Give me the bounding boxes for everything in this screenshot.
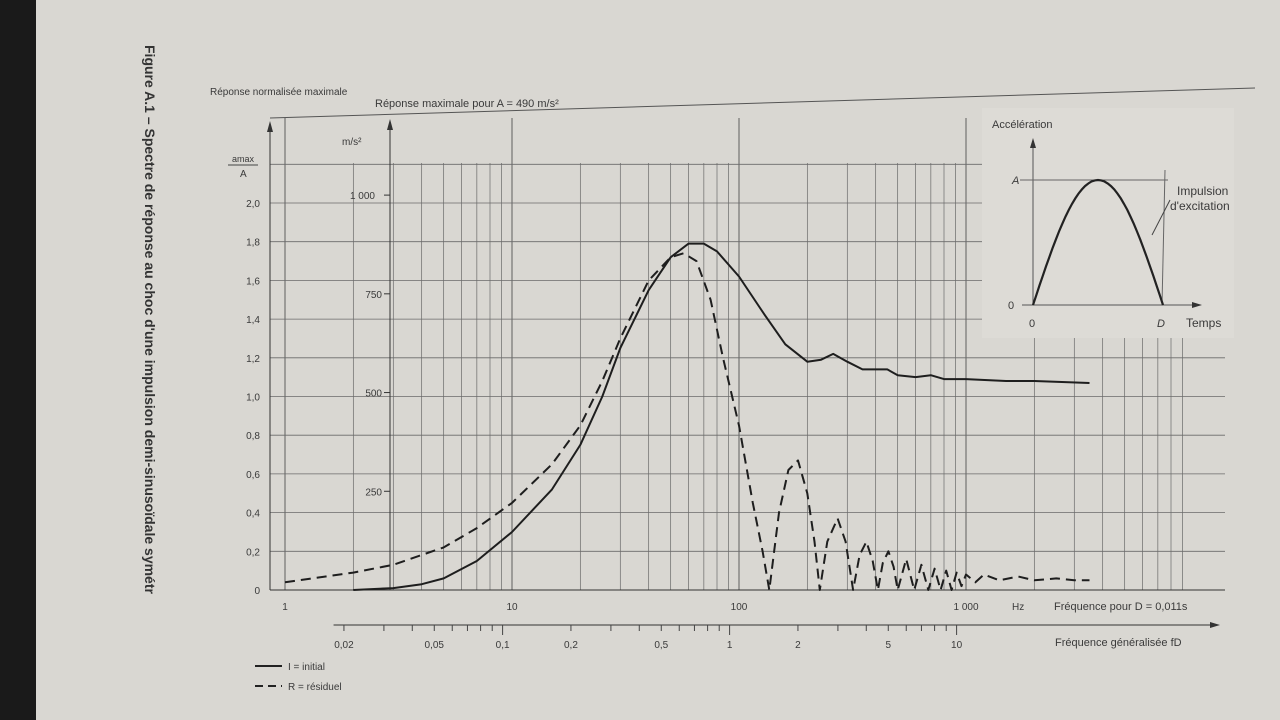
y-label-numerator: amax: [232, 154, 255, 164]
inset-annotation-leader: [1151, 199, 1171, 236]
y2-tick-label: 750: [365, 290, 382, 301]
legend-residual: R = résiduel: [288, 682, 342, 693]
left-axis-title: Réponse normalisée maximale: [210, 87, 348, 98]
x2-tick-label: 0,2: [564, 640, 578, 651]
inset-half-sine-pulse: [1031, 178, 1165, 306]
x-axis-title: Fréquence pour D = 0,011s: [1054, 601, 1188, 613]
y-tick-label: 0: [254, 586, 260, 597]
y-tick-label: 0,4: [246, 509, 260, 520]
y-label-denominator: A: [240, 169, 247, 180]
y-tick-label: 1,8: [246, 238, 260, 249]
x2-tick-label: 0,5: [654, 640, 668, 651]
axes: 00,20,40,60,81,01,21,41,61,82,0250500750…: [246, 119, 1225, 651]
initial-response-curve: [353, 242, 1090, 591]
x2-tick-label: 2: [795, 640, 801, 651]
inset-peak-label: A: [1011, 175, 1019, 187]
inset-y-arrow-icon: [1030, 138, 1036, 148]
curves: [284, 242, 1090, 591]
y-tick-label: 1,0: [246, 393, 260, 404]
y2-unit: m/s²: [342, 137, 362, 148]
inset-annotation-2: d'excitation: [1170, 199, 1230, 213]
y2-tick-label: 500: [365, 389, 382, 400]
inset-y-zero: 0: [1008, 300, 1014, 312]
y-axis-arrow-icon: [267, 121, 273, 132]
legend: I = initial R = résiduel: [255, 662, 342, 693]
y-tick-label: 1,2: [246, 354, 260, 365]
x2-tick-label: 0,05: [425, 640, 445, 651]
x2-tick-label: 1: [727, 640, 733, 651]
x-tick-label: 1: [282, 602, 288, 613]
x2-axis-title: Fréquence généralisée fD: [1055, 637, 1182, 649]
residual-response-curve: [284, 252, 1090, 591]
y-tick-label: 1,6: [246, 276, 260, 287]
x2-tick-label: 0,1: [496, 640, 510, 651]
x-tick-label: 1 000: [953, 602, 978, 613]
y-tick-label: 2,0: [246, 199, 260, 210]
y-tick-label: 0,2: [246, 547, 260, 558]
y2-tick-label: 250: [365, 487, 382, 498]
right-axis-title: Réponse maximale pour A = 490 m/s²: [375, 98, 559, 110]
y-tick-label: 1,4: [246, 315, 260, 326]
inset-x-arrow-icon: [1192, 302, 1202, 308]
y-tick-label: 0,6: [246, 470, 260, 481]
x-tick-label: 10: [506, 602, 518, 613]
y-tick-label: 0,8: [246, 431, 260, 442]
inset-annotation-1: Impulsion: [1177, 184, 1228, 198]
x2-tick-label: 10: [951, 640, 963, 651]
x2-axis-arrow-icon: [1210, 622, 1220, 628]
inset-background: [982, 108, 1234, 338]
labels: Réponse normalisée maximale Réponse maxi…: [210, 87, 1188, 649]
photo-edge: [0, 0, 36, 720]
inset-pulse-diagram: Accélération A 0 0 D Temps Impulsion d'e…: [982, 108, 1234, 338]
inset-y-label: Accélération: [992, 119, 1053, 131]
inset-x-zero: 0: [1029, 318, 1035, 330]
y2-axis-arrow-icon: [387, 119, 393, 130]
x2-tick-label: 0,02: [334, 640, 354, 651]
x2-tick-label: 5: [885, 640, 891, 651]
inset-x-label: Temps: [1186, 316, 1221, 330]
legend-initial: I = initial: [288, 662, 325, 673]
x-unit: Hz: [1012, 602, 1024, 613]
inset-end-line: [1161, 169, 1166, 306]
y2-tick-label: 1 000: [350, 191, 375, 202]
frame-top: [269, 87, 1256, 119]
inset-x-end: D: [1157, 318, 1165, 330]
x-tick-label: 100: [731, 602, 748, 613]
